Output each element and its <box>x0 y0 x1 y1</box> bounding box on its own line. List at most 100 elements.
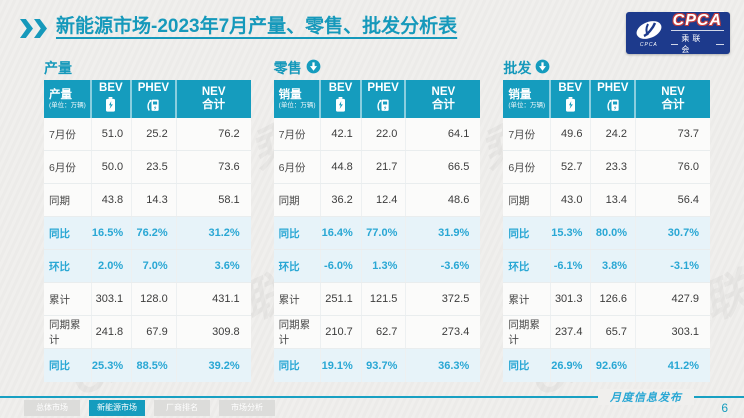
nev-total-column-header: NEV 合计 <box>177 80 251 118</box>
battery-icon <box>565 96 576 116</box>
measure-label: 产量 <box>49 88 72 101</box>
row-label: 累计 <box>44 283 92 315</box>
release-label: 月度信息发布 <box>598 389 694 405</box>
phev-value: 62.7 <box>362 316 407 348</box>
row-label: 同期累计 <box>274 316 322 348</box>
measure-label: 销量 <box>508 88 532 101</box>
nev-total-column-header: NEV 合计 <box>406 80 480 118</box>
footer-tab-3[interactable]: 市场分析 <box>219 400 275 416</box>
row-label: 环比 <box>274 250 322 282</box>
row-label: 环比 <box>44 250 92 282</box>
page-number: 6 <box>721 401 728 415</box>
phev-column-header: PHEV <box>132 80 177 118</box>
battery-icon <box>105 96 116 116</box>
table-row: 环比 -6.0% 1.3% -3.6% <box>273 250 481 283</box>
charging-pump-icon <box>145 97 161 116</box>
nev-total-value: 48.6 <box>447 194 470 206</box>
row-label: 同比 <box>44 217 92 249</box>
measure-unit-cell: 产量 (单位：万辆) <box>44 80 92 118</box>
tables-area: 产量 产量 (单位：万辆) BEV PHEV NEV 合计 <box>44 56 711 382</box>
table-row: 环比 2.0% 7.0% 3.6% <box>44 250 251 283</box>
bev-value: 49.6 <box>551 118 592 150</box>
production-table-header: 产量 (单位：万辆) BEV PHEV NEV 合计 <box>44 80 251 118</box>
phev-value: 22.0 <box>362 118 407 150</box>
table-row: 同比 16.4% 77.0% 31.9% <box>273 217 481 250</box>
row-label: 同期累计 <box>503 316 551 348</box>
table-row: 同期累计 210.7 62.7 273.4 <box>273 316 481 349</box>
bev-value: 237.4 <box>551 316 592 348</box>
phev-value: 121.5 <box>362 283 407 315</box>
charging-pump-icon <box>605 97 621 116</box>
footer-tab-2[interactable]: 厂商排名 <box>154 400 210 416</box>
wholesale-section-label: 批发 <box>503 60 532 76</box>
phev-value: 21.7 <box>362 151 407 183</box>
phev-column-header: PHEV <box>362 80 407 118</box>
nev-total-value: 427.9 <box>671 293 699 305</box>
wholesale-table-body: 7月份 49.6 24.2 73.7 6月份 52.7 23.3 76.0 同期… <box>503 118 711 382</box>
nev-total-value: -3.1% <box>670 260 699 272</box>
measure-label: 销量 <box>278 88 302 101</box>
nev-total-value: -3.6% <box>440 260 470 272</box>
row-label: 7月份 <box>44 118 92 150</box>
table-row: 6月份 44.8 21.7 66.5 <box>273 151 481 184</box>
bev-value: 241.8 <box>92 316 133 348</box>
measure-unit-cell: 销量 (单位：万辆) <box>503 80 551 118</box>
phev-label: PHEV <box>367 82 399 95</box>
row-label: 6月份 <box>274 151 322 183</box>
retail-section: 零售 销量 (单位：万辆) BEV PHEV NEV 合计 <box>273 56 481 382</box>
unit-label: (单位：万辆) <box>508 101 546 109</box>
battery-icon <box>335 96 346 116</box>
footer-tab-1[interactable]: 新能源市场 <box>89 400 145 416</box>
phev-value: 7.0% <box>132 250 177 282</box>
phev-value: 126.6 <box>591 283 637 315</box>
phev-value: 93.7% <box>362 349 407 382</box>
bev-value: 36.2 <box>321 184 362 216</box>
footer-tab-0[interactable]: 总体市场 <box>24 400 80 416</box>
nev-label-line1: NEV <box>201 85 226 98</box>
nev-total-value: 372.5 <box>441 293 470 305</box>
phev-value: 23.3 <box>591 151 637 183</box>
nev-total-value: 39.2% <box>208 359 240 372</box>
phev-label: PHEV <box>597 82 629 95</box>
slide-header: 新能源市场-2023年7月产量、零售、批发分析表 CPCA CPCA 乘联会 <box>20 11 730 55</box>
logo-brand-sub: 乘联会 <box>671 33 724 55</box>
retail-section-title: 零售 <box>274 56 481 80</box>
phev-value: 67.9 <box>132 316 177 348</box>
retail-table-body: 7月份 42.1 22.0 64.1 6月份 44.8 21.7 66.5 同期… <box>273 118 481 382</box>
double-chevron-icon <box>20 19 48 38</box>
nev-total-value: 30.7% <box>667 227 699 239</box>
phev-value: 76.2% <box>132 217 177 249</box>
bev-value: 2.0% <box>92 250 133 282</box>
phev-value: 23.5 <box>132 151 177 183</box>
bev-value: 210.7 <box>321 316 362 348</box>
nev-total-value: 309.8 <box>212 326 240 338</box>
nev-total-value: 303.1 <box>671 326 699 338</box>
row-label: 同比 <box>503 349 551 382</box>
footer-nav-tabs: 总体市场 新能源市场 厂商排名 市场分析 <box>24 400 275 416</box>
table-row: 同比 25.3% 88.5% 39.2% <box>44 349 251 382</box>
phev-value: 25.2 <box>132 118 177 150</box>
bev-value: 251.1 <box>321 283 362 315</box>
row-label: 7月份 <box>274 118 322 150</box>
down-arrow-circle-icon <box>535 59 550 77</box>
production-section-label: 产量 <box>44 60 72 76</box>
production-section-title: 产量 <box>44 56 251 80</box>
table-row: 累计 301.3 126.6 427.9 <box>503 283 711 316</box>
bev-value: 51.0 <box>92 118 133 150</box>
nev-total-value: 273.4 <box>441 326 470 338</box>
bev-column-header: BEV <box>551 80 592 118</box>
table-row: 同比 26.9% 92.6% 41.2% <box>503 349 711 382</box>
row-label: 6月份 <box>44 151 92 183</box>
table-row: 累计 251.1 121.5 372.5 <box>273 283 481 316</box>
bev-label: BEV <box>328 82 353 95</box>
row-label: 同期 <box>44 184 92 216</box>
page-title-rest: -2023年7月产量、零售、批发分析表 <box>151 16 458 37</box>
nev-total-value: 3.6% <box>214 260 240 272</box>
wholesale-section-title: 批发 <box>503 56 710 80</box>
bev-value: 50.0 <box>92 151 133 183</box>
wholesale-section: 批发 销量 (单位：万辆) BEV PHEV NEV 合计 <box>503 56 711 382</box>
table-row: 同期 43.8 14.3 58.1 <box>44 184 251 217</box>
bev-value: -6.0% <box>321 250 362 282</box>
table-row: 同期累计 241.8 67.9 309.8 <box>44 316 251 349</box>
bev-value: 42.1 <box>321 118 362 150</box>
